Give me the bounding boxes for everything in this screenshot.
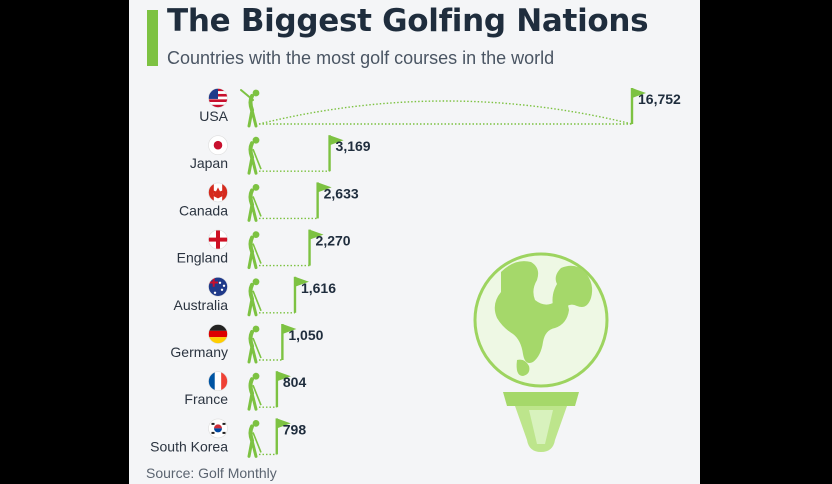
gb-eng-flag-icon [208, 229, 228, 250]
de-flag-icon [208, 324, 228, 344]
data-label: 16,752 [638, 91, 681, 107]
data-label: 804 [283, 374, 307, 390]
golfer-icon [247, 184, 262, 222]
row-usa: USA 16,752 [199, 88, 681, 128]
category-label: France [184, 391, 228, 407]
category-label: USA [199, 108, 228, 124]
golf-flag-icon [630, 88, 646, 124]
category-label: Australia [174, 297, 229, 313]
golf-ball-globe-icon [473, 252, 609, 452]
data-label: 1,050 [288, 327, 323, 343]
golfer-icon [247, 372, 262, 411]
golfer-icon [247, 231, 262, 270]
golfer-icon [247, 136, 262, 175]
category-label: South Korea [150, 438, 228, 454]
infographic-card: The Biggest Golfing Nations Countries wi… [129, 0, 700, 484]
golf-flag-icon [328, 135, 344, 172]
category-label: England [177, 250, 228, 266]
golf-flag-icon [293, 276, 309, 313]
data-label: 1,616 [301, 280, 336, 296]
golfer-icon [240, 89, 260, 128]
chart-title: The Biggest Golfing Nations [167, 3, 649, 39]
data-label: 3,169 [336, 138, 371, 154]
chart-subtitle: Countries with the most golf courses in … [167, 48, 555, 68]
row-japan: Japan 3,169 [190, 135, 371, 175]
kr-flag-icon [208, 418, 228, 439]
category-label: Japan [190, 155, 228, 171]
golf-flag-icon [275, 371, 291, 408]
row-australia: Australia 1,616 [174, 276, 336, 317]
category-label: Canada [179, 202, 228, 218]
golf-flag-icon [281, 324, 297, 360]
golfer-icon [247, 420, 262, 458]
golf-flag-icon [316, 182, 332, 219]
data-label: 2,633 [324, 185, 359, 201]
golf-courses-chart: USA 16,752 Japan 3,169 Canada 2,633 England 2,2… [150, 88, 681, 458]
row-germany: Germany 1,050 [170, 324, 324, 364]
data-label: 2,270 [316, 233, 351, 249]
row-south-korea: South Korea 798 [150, 418, 307, 458]
golfer-icon [247, 325, 262, 364]
us-flag-icon [208, 88, 228, 108]
row-england: England 2,270 [177, 229, 351, 270]
au-flag-icon [208, 276, 228, 297]
jp-flag-icon [208, 135, 228, 155]
row-canada: Canada 2,633 [179, 182, 359, 222]
bar [258, 100, 633, 125]
ca-flag-icon [208, 182, 228, 203]
category-label: Germany [170, 344, 228, 360]
data-label: 798 [283, 421, 307, 437]
fr-flag-icon [208, 371, 228, 392]
row-france: France 804 [184, 371, 307, 411]
golf-flag-icon [308, 229, 324, 266]
golfer-icon [247, 278, 262, 317]
golf-flag-icon [275, 418, 291, 455]
source-note: Source: Golf Monthly [146, 465, 277, 481]
title-accent-bar [147, 10, 158, 66]
